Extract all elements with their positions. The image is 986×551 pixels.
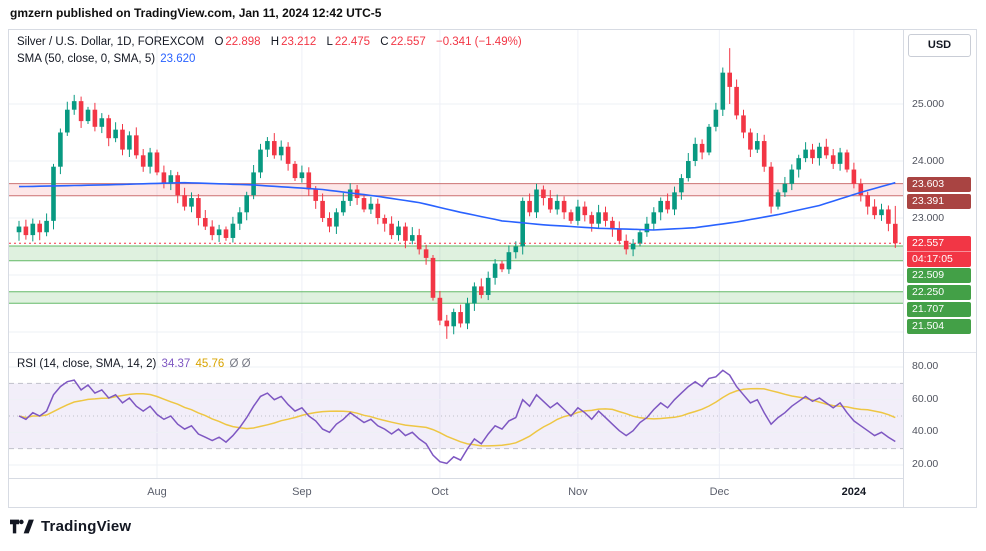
candlestick-plot[interactable] [9, 30, 903, 352]
low-value: 22.475 [334, 36, 371, 48]
price-level-badge: 22.250 [907, 285, 971, 301]
tradingview-wordmark[interactable]: TradingView [41, 517, 132, 535]
sma-indicator-row: SMA (50, close, 0, SMA, 5) 23.620 [17, 51, 522, 68]
high-value: 23.212 [281, 36, 317, 48]
high-label: H [270, 36, 280, 48]
symbol-row: Silver / U.S. Dollar, 1D, FOREXCOM O 22.8… [17, 34, 522, 51]
time-axis-label: Aug [147, 486, 167, 498]
time-axis-label: Nov [568, 486, 588, 498]
main-price-pane[interactable]: Silver / U.S. Dollar, 1D, FOREXCOM O 22.8… [9, 30, 903, 352]
currency-button[interactable]: USD [908, 34, 971, 57]
rsi-axis-label: 80.00 [912, 360, 939, 372]
price-level-badge-text: 21.707 [912, 303, 945, 316]
rsi-plot[interactable] [9, 353, 903, 478]
rsi-pane[interactable]: RSI (14, close, SMA, 14, 2) 34.37 45.76 … [9, 352, 903, 478]
price-level-badge: 21.504 [907, 319, 971, 335]
publish-header: gmzern published on TradingView.com, Jan… [10, 6, 381, 20]
tradingview-logo-icon[interactable] [10, 518, 35, 535]
price-axis-label: 25.000 [912, 98, 945, 110]
plot-column: Silver / U.S. Dollar, 1D, FOREXCOM O 22.8… [9, 30, 903, 507]
open-value: 22.898 [225, 36, 261, 48]
footer: TradingView [10, 513, 131, 539]
rsi-axis-label: 20.00 [912, 458, 939, 470]
publish-note: gmzern published on TradingView.com, Jan… [10, 6, 382, 20]
price-level-badge-text: 21.504 [912, 320, 945, 333]
sma-indicator-label[interactable]: SMA (50, close, 0, SMA, 5) [17, 53, 156, 65]
price-axis[interactable]: USD 25.000 24.000 23.000 23.603 23.391 22.557… [903, 30, 976, 507]
change-value: −0.341 (−1.49%) [435, 36, 522, 48]
rsi-band-values: Ø Ø [229, 358, 251, 370]
time-axis-label: Oct [431, 486, 449, 498]
time-axis[interactable]: Aug Sep Oct Nov Dec 2024 [9, 478, 903, 507]
countdown-badge: 04:17:05 [907, 251, 971, 267]
rsi-indicator-row: RSI (14, close, SMA, 14, 2) 34.37 45.76 … [17, 356, 251, 373]
pane-separator [904, 352, 976, 353]
rsi-ma-value: 45.76 [195, 358, 225, 370]
price-level-badge: 22.509 [907, 268, 971, 284]
time-axis-label: Sep [292, 486, 312, 498]
rsi-axis-label: 40.00 [912, 425, 939, 438]
rsi-value: 34.37 [161, 358, 191, 370]
rsi-legend: RSI (14, close, SMA, 14, 2) 34.37 45.76 … [17, 356, 251, 373]
symbol-legend: Silver / U.S. Dollar, 1D, FOREXCOM O 22.8… [17, 34, 522, 68]
price-level-badge-text: 22.250 [912, 286, 945, 299]
price-level-badge-text: 22.557 [912, 237, 945, 250]
price-level-badge: 21.707 [907, 302, 971, 318]
rsi-axis-label: 60.00 [912, 392, 939, 405]
price-level-badge-text: 23.603 [912, 177, 945, 190]
time-axis-label: 2024 [841, 486, 867, 498]
close-label: C [380, 36, 389, 48]
symbol-title[interactable]: Silver / U.S. Dollar, 1D, FOREXCOM [17, 36, 205, 48]
chart-widget: Silver / U.S. Dollar, 1D, FOREXCOM O 22.8… [8, 29, 977, 508]
rsi-indicator-label[interactable]: RSI (14, close, SMA, 14, 2) [17, 358, 157, 370]
open-label: O [214, 36, 224, 48]
price-level-badge-text: 23.391 [912, 194, 945, 207]
price-axis-label: 24.000 [912, 155, 945, 167]
low-label: L [326, 36, 333, 48]
price-level-badge: 22.557 04:17:05 [907, 236, 971, 268]
price-level-badge: 23.391 [907, 193, 971, 209]
close-value: 22.557 [390, 36, 426, 48]
price-level-badge-text: 22.509 [912, 269, 945, 282]
price-level-badge: 23.603 [907, 176, 971, 192]
time-axis-label: Dec [709, 486, 730, 498]
price-axis-label: 23.000 [912, 212, 945, 224]
sma-value: 23.620 [160, 53, 196, 65]
